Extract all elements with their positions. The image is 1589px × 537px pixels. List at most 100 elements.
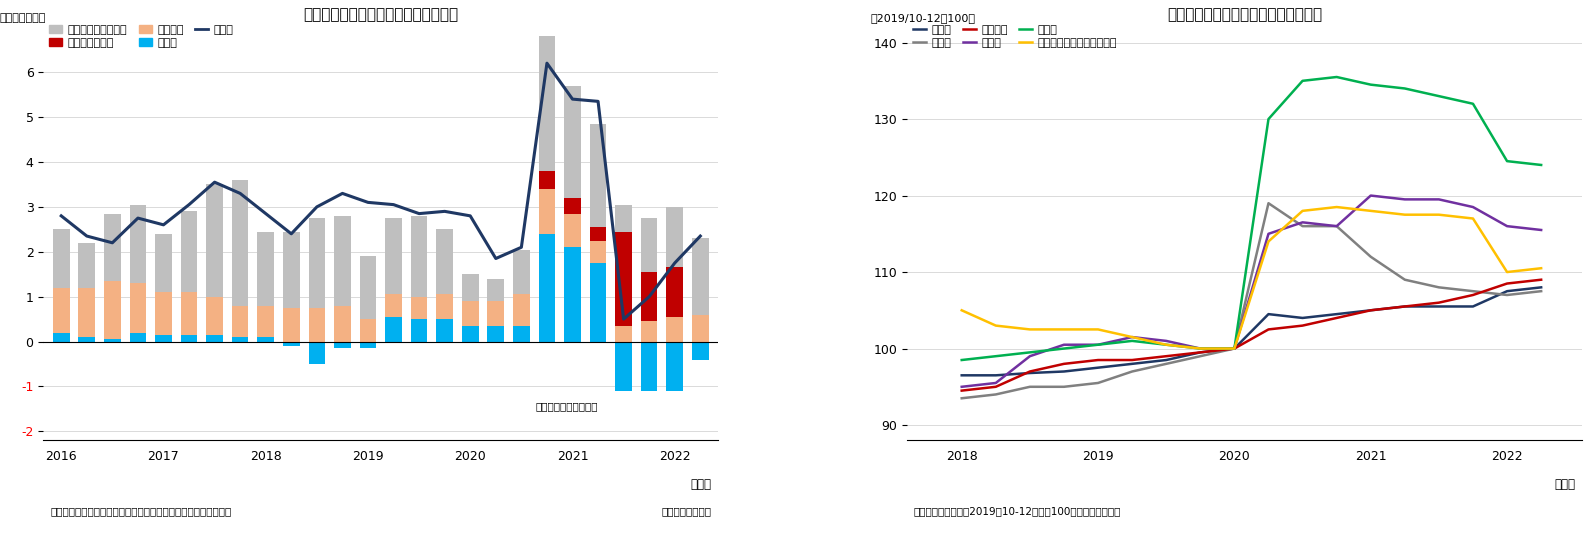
- Line: 飲食業: 飲食業: [961, 77, 1541, 360]
- 宿泊業: [1225, 345, 1244, 352]
- 飲食業: [1497, 158, 1516, 164]
- Bar: [691, 342, 709, 360]
- 総貸出: [1157, 357, 1176, 363]
- 生活関連サービス・娯楽業: [1088, 326, 1108, 332]
- 宿泊業: [1020, 353, 1039, 359]
- 不動産業: [1362, 307, 1381, 314]
- 宿泊業: [952, 383, 971, 390]
- 製造業: [1532, 288, 1551, 294]
- 総貸出: [1362, 307, 1381, 314]
- Bar: [640, 272, 658, 321]
- Bar: [207, 335, 222, 342]
- Bar: [308, 218, 326, 308]
- 生活関連サービス・娯楽業: [1430, 212, 1449, 218]
- Line: 宿泊業: 宿泊業: [961, 195, 1541, 387]
- Bar: [437, 319, 453, 342]
- 宿泊業: [1497, 223, 1516, 229]
- Bar: [666, 267, 683, 317]
- 製造業: [1327, 223, 1346, 229]
- Bar: [156, 335, 172, 342]
- Bar: [488, 301, 504, 326]
- 宿泊業: [1532, 227, 1551, 233]
- 飲食業: [987, 353, 1006, 359]
- Bar: [462, 274, 478, 301]
- 生活関連サービス・娯楽業: [1190, 345, 1209, 352]
- Bar: [78, 243, 95, 288]
- Bar: [130, 205, 146, 283]
- Bar: [181, 212, 197, 292]
- Bar: [385, 317, 402, 342]
- 飲食業: [1293, 78, 1313, 84]
- 不動産業: [1395, 303, 1414, 310]
- 総貸出: [1055, 368, 1074, 375]
- Bar: [412, 296, 427, 319]
- Bar: [564, 85, 582, 198]
- 不動産業: [1430, 300, 1449, 306]
- 不動産業: [1327, 315, 1346, 321]
- 宿泊業: [1293, 219, 1313, 226]
- 製造業: [1497, 292, 1516, 298]
- 飲食業: [1020, 349, 1039, 355]
- 総貸出: [1225, 345, 1244, 352]
- Bar: [640, 218, 658, 272]
- 総貸出: [1532, 284, 1551, 291]
- Bar: [590, 124, 607, 227]
- Bar: [615, 231, 632, 326]
- Bar: [308, 342, 326, 364]
- Bar: [359, 319, 377, 342]
- Bar: [334, 216, 351, 306]
- 総貸出: [952, 372, 971, 379]
- Bar: [691, 238, 709, 315]
- 宿泊業: [1362, 192, 1381, 199]
- Bar: [283, 231, 300, 308]
- 生活関連サービス・娯楽業: [1395, 212, 1414, 218]
- Bar: [539, 234, 555, 342]
- Bar: [564, 214, 582, 247]
- Bar: [513, 294, 529, 326]
- Bar: [52, 229, 70, 288]
- 総貸出: [987, 372, 1006, 379]
- Bar: [437, 294, 453, 319]
- 生活関連サービス・娯楽業: [1225, 345, 1244, 352]
- 総貸出: [1430, 303, 1449, 310]
- 不動産業: [1088, 357, 1108, 363]
- 製造業: [1055, 383, 1074, 390]
- 宿泊業: [1258, 230, 1278, 237]
- Title: （図表５）主な業種別の貸出残高水準: （図表５）主な業種別の貸出残高水準: [1166, 7, 1322, 22]
- 不動産業: [1122, 357, 1141, 363]
- 生活関連サービス・娯楽業: [1122, 334, 1141, 340]
- Bar: [334, 342, 351, 349]
- Text: （資料）日本銀行: （資料）日本銀行: [661, 506, 712, 517]
- Bar: [257, 231, 273, 306]
- Bar: [156, 234, 172, 292]
- 生活関連サービス・娯楽業: [1327, 204, 1346, 211]
- 生活関連サービス・娯楽業: [1532, 265, 1551, 271]
- 製造業: [1157, 361, 1176, 367]
- Bar: [207, 184, 222, 296]
- Bar: [385, 294, 402, 317]
- Line: 生活関連サービス・娯楽業: 生活関連サービス・娯楽業: [961, 207, 1541, 349]
- Bar: [564, 247, 582, 342]
- Bar: [539, 37, 555, 171]
- Bar: [334, 306, 351, 342]
- 総貸出: [1395, 303, 1414, 310]
- Line: 不動産業: 不動産業: [961, 280, 1541, 390]
- Text: （注）国内銀行銀行勘定、個人による貸家業は不動産業に含む、: （注）国内銀行銀行勘定、個人による貸家業は不動産業に含む、: [51, 506, 232, 517]
- 飲食業: [952, 357, 971, 363]
- Text: （2019/10-12＝100）: （2019/10-12＝100）: [871, 13, 976, 23]
- 製造業: [1258, 200, 1278, 206]
- Bar: [590, 227, 607, 241]
- 宿泊業: [1327, 223, 1346, 229]
- Bar: [590, 241, 607, 263]
- Bar: [130, 283, 146, 332]
- Bar: [488, 279, 504, 301]
- Bar: [207, 296, 222, 335]
- Text: （注）コロナ禍前の2019年10-12月期＝100とした指数に換算: （注）コロナ禍前の2019年10-12月期＝100とした指数に換算: [914, 506, 1122, 517]
- Bar: [385, 218, 402, 294]
- Bar: [488, 326, 504, 342]
- 宿泊業: [1088, 342, 1108, 348]
- 生活関連サービス・娯楽業: [1293, 208, 1313, 214]
- Bar: [462, 301, 478, 326]
- 飲食業: [1463, 100, 1483, 107]
- Bar: [590, 263, 607, 342]
